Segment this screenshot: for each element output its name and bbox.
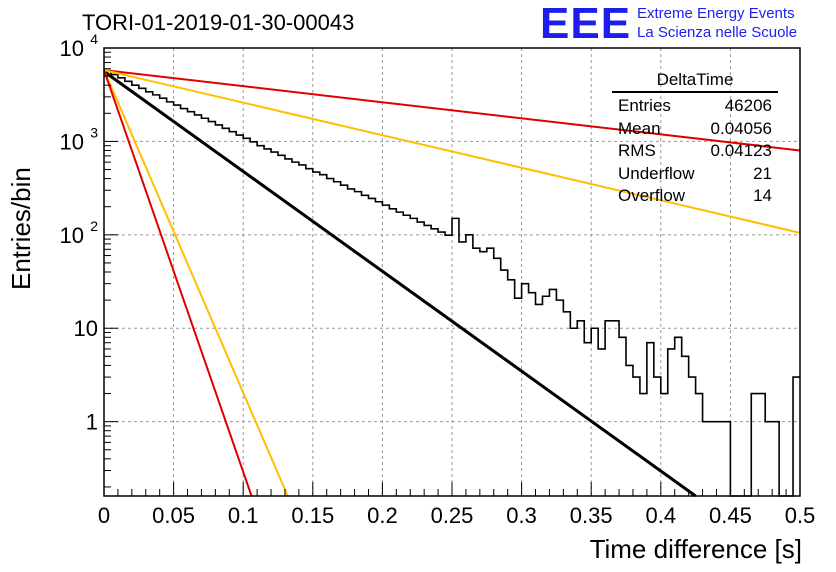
histogram xyxy=(104,70,800,497)
x-tick-label: 0.05 xyxy=(152,503,195,528)
logo-line1: Extreme Energy Events xyxy=(637,5,795,22)
y-tick-label: 10 xyxy=(60,36,84,61)
y-axis: 10 4 10 3 10 2 10 1 xyxy=(60,31,118,488)
x-tick-label: 0.2 xyxy=(367,503,398,528)
stats-row: Mean 0.04056 xyxy=(618,118,772,138)
x-tick-label: 0.1 xyxy=(228,503,259,528)
stats-row: Entries 46206 xyxy=(618,96,772,115)
fit-line-0 xyxy=(103,70,697,498)
fit-line-4 xyxy=(103,69,253,497)
x-tick-label: 0.5 xyxy=(785,503,816,528)
x-tick-label: 0 xyxy=(98,503,110,528)
x-tick-label: 0.35 xyxy=(570,503,613,528)
x-tick-label: 0.4 xyxy=(646,503,677,528)
fit-line-2 xyxy=(103,69,801,234)
y-axis-label: Entries/bin xyxy=(6,167,36,290)
y-tick-label: 10 xyxy=(60,129,84,154)
fit-line-1 xyxy=(103,69,801,152)
chart-title: TORI-01-2019-01-30-00043 xyxy=(82,10,355,35)
stats-box: DeltaTime Entries 46206 Mean 0.04056 RMS 0.… xyxy=(612,70,778,208)
x-axis: 0 0.05 0.1 0.15 0.2 0.25 0.3 0.35 0.4 0.45 0.5 xyxy=(98,482,815,528)
eee-logo-text: Extreme Energy Events La Scienza nelle S… xyxy=(637,4,797,42)
y-tick-exponent: 2 xyxy=(90,218,98,234)
y-tick-label: 10 xyxy=(74,316,98,341)
y-tick-exponent: 3 xyxy=(90,124,98,140)
fit-lines xyxy=(103,69,801,498)
fit-line-3 xyxy=(103,69,289,497)
x-tick-label: 0.15 xyxy=(291,503,334,528)
stats-title: DeltaTime xyxy=(612,70,778,93)
y-tick-label: 10 xyxy=(60,223,84,248)
x-axis-label: Time difference [s] xyxy=(589,534,802,564)
eee-logo-mark: EEE xyxy=(540,0,632,48)
y-tick-label: 1 xyxy=(86,410,98,435)
stats-row: RMS 0.04123 xyxy=(618,141,772,160)
x-tick-label: 0.3 xyxy=(506,503,537,528)
y-tick-exponent: 4 xyxy=(90,31,98,47)
stats-row: Underflow 21 xyxy=(618,163,772,183)
stats-row: Overflow 14 xyxy=(618,186,772,205)
x-tick-label: 0.25 xyxy=(431,503,474,528)
logo-line2: La Scienza nelle Scuole xyxy=(637,24,798,41)
x-tick-label: 0.45 xyxy=(709,503,752,528)
histogram-outline xyxy=(104,70,800,497)
